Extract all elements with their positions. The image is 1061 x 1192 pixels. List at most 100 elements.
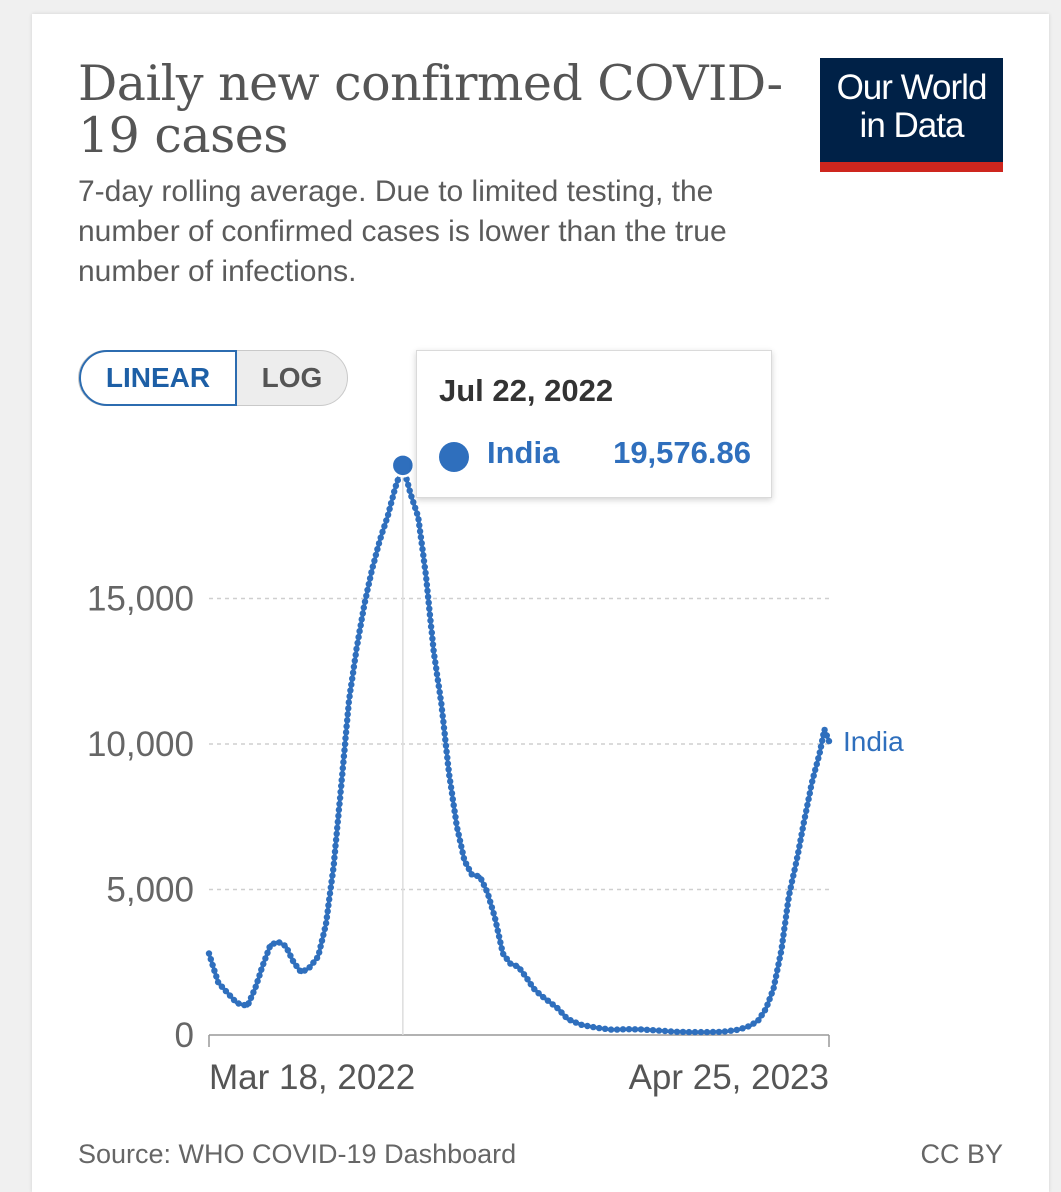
data-point-marker — [230, 996, 238, 1004]
data-point-marker — [331, 848, 339, 855]
data-point-marker — [454, 825, 461, 833]
data-point-marker — [364, 586, 371, 594]
data-point-marker — [349, 675, 356, 682]
data-point-marker — [332, 836, 340, 843]
data-point-marker — [281, 942, 288, 949]
data-point-marker — [455, 831, 462, 838]
data-point-marker — [342, 729, 350, 736]
data-point-marker — [211, 967, 218, 974]
data-point-marker — [448, 790, 456, 797]
data-point-marker — [437, 694, 444, 702]
data-point-marker — [360, 604, 367, 611]
data-point-marker — [596, 1024, 603, 1032]
log-scale-button[interactable]: LOG — [261, 362, 323, 393]
data-point-marker — [329, 872, 336, 879]
data-point-marker — [353, 645, 360, 653]
data-point-marker — [336, 800, 343, 808]
data-point-marker — [531, 985, 538, 993]
data-point-marker — [788, 878, 796, 885]
data-point-marker — [422, 569, 429, 577]
data-point-marker — [649, 1027, 657, 1034]
data-point-marker — [428, 629, 435, 636]
data-point-marker — [416, 522, 423, 529]
data-point-marker — [387, 500, 395, 507]
data-point-marker — [266, 944, 273, 951]
data-point-marker — [339, 764, 346, 772]
data-point-marker — [338, 782, 345, 790]
data-point-marker — [780, 931, 787, 938]
data-point-marker — [258, 966, 265, 973]
data-point-marker — [601, 1025, 609, 1032]
scale-toggle: LINEAR LOG — [78, 350, 348, 406]
data-point-marker — [365, 580, 372, 588]
data-point-marker — [424, 593, 432, 600]
data-point-marker — [497, 939, 504, 946]
data-point-marker — [709, 1028, 717, 1036]
data-point-marker — [685, 1028, 693, 1036]
data-point-marker — [369, 563, 376, 570]
data-point-marker — [468, 871, 475, 878]
logo-line-2: in Data — [859, 106, 965, 145]
data-point-marker — [384, 511, 392, 518]
data-point-marker — [775, 961, 782, 968]
linear-scale-button[interactable]: LINEAR — [79, 350, 237, 406]
license-link[interactable]: CC BY — [920, 1139, 1003, 1169]
data-point-marker — [406, 487, 413, 494]
data-point-marker — [345, 705, 352, 712]
data-point-marker — [607, 1026, 615, 1033]
data-point-marker — [416, 528, 424, 535]
data-point-marker — [335, 806, 343, 814]
data-point-marker — [284, 947, 291, 954]
chart-subtitle: 7-day rolling average. Due to limited te… — [78, 175, 727, 288]
data-point-marker — [637, 1026, 645, 1033]
data-point-marker — [351, 657, 358, 664]
data-point-marker — [344, 717, 351, 724]
chart-title: Daily new confirmed COVID-19 cases — [78, 55, 783, 164]
data-point-marker — [444, 754, 451, 761]
data-point-marker — [733, 1026, 740, 1034]
data-point-marker — [813, 760, 820, 768]
data-point-marker — [349, 669, 357, 676]
data-point-marker — [500, 950, 507, 958]
data-point-marker — [262, 955, 269, 962]
data-point-marker — [427, 623, 435, 630]
data-point-marker — [450, 802, 457, 809]
y-tick-label: 15,000 — [87, 580, 194, 619]
data-point-marker — [715, 1028, 723, 1036]
data-point-marker — [462, 860, 470, 867]
data-point-marker — [327, 884, 334, 891]
hover-tooltip: Jul 22, 2022 India 19,576.86 — [416, 350, 772, 498]
data-point-marker — [335, 812, 342, 820]
data-point-marker — [418, 540, 425, 547]
data-point-marker — [495, 933, 503, 940]
data-point-marker — [270, 940, 277, 947]
data-point-marker — [810, 772, 817, 779]
owid-logo[interactable]: Our World in Data — [820, 58, 1003, 172]
data-point-marker — [361, 598, 369, 605]
data-point-marker — [438, 700, 445, 708]
data-point-marker — [313, 954, 321, 962]
data-point-marker — [405, 481, 412, 489]
data-point-marker — [321, 925, 328, 933]
data-point-marker — [790, 872, 797, 879]
data-point-marker — [366, 575, 374, 582]
data-point-marker — [379, 528, 386, 536]
source-note[interactable]: Source: WHO COVID-19 Dashboard — [78, 1139, 517, 1169]
data-point-marker — [442, 742, 450, 749]
data-point-marker — [330, 866, 337, 873]
data-point-marker — [350, 663, 358, 670]
data-point-marker — [341, 741, 349, 748]
logo-accent-bar — [820, 162, 1003, 172]
data-point-marker — [427, 617, 434, 624]
data-point-marker — [493, 921, 500, 928]
data-point-marker — [381, 523, 388, 530]
data-point-marker — [721, 1028, 729, 1035]
data-point-marker — [755, 1017, 762, 1024]
data-point-marker — [661, 1027, 669, 1035]
data-point-marker — [430, 647, 437, 654]
data-point-marker — [572, 1019, 580, 1026]
logo-line-1: Our World — [836, 68, 988, 107]
data-point-marker — [584, 1022, 591, 1030]
data-point-marker — [478, 876, 485, 883]
data-point-marker — [296, 967, 304, 974]
